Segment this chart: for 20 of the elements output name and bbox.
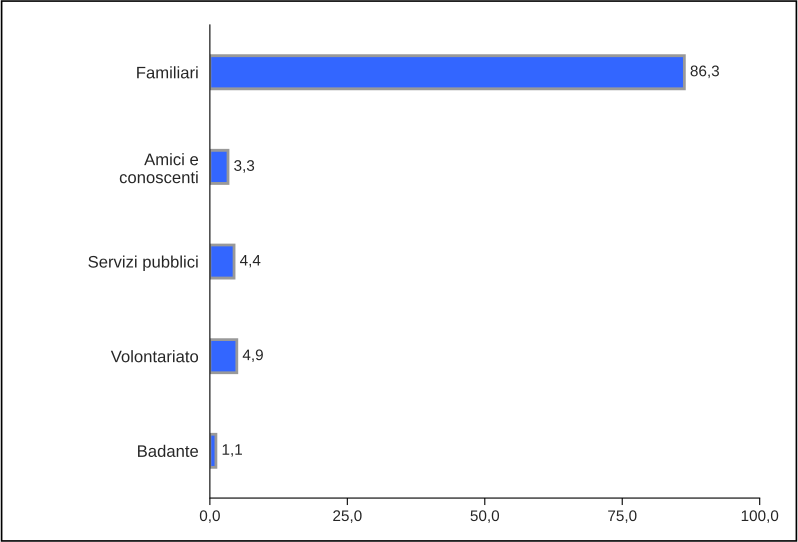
y-tick-label: Amici e conoscenti — [120, 153, 198, 184]
y-tick-label: Familiari — [137, 66, 198, 78]
data-label: 3,3 — [234, 160, 254, 173]
data-label: 86,3 — [690, 66, 719, 78]
bar — [210, 432, 218, 469]
data-label: 4,9 — [242, 349, 263, 362]
x-tick-label: 100,0 — [742, 510, 778, 523]
bar — [210, 54, 686, 90]
y-tick-label: Servizi pubblici — [88, 255, 198, 272]
bar — [210, 244, 236, 280]
x-tick-label: 50,0 — [470, 510, 500, 523]
x-tick-label: 25,0 — [333, 510, 362, 523]
y-tick-label: Badante — [138, 444, 198, 457]
bar — [210, 148, 230, 185]
y-tick-label: Volontariato — [110, 350, 198, 362]
bar — [210, 338, 238, 374]
x-tick-label: 75,0 — [608, 510, 637, 523]
x-tick-label: 0,0 — [200, 510, 220, 523]
data-label: 1,1 — [222, 444, 242, 457]
data-label: 4,4 — [240, 254, 260, 268]
